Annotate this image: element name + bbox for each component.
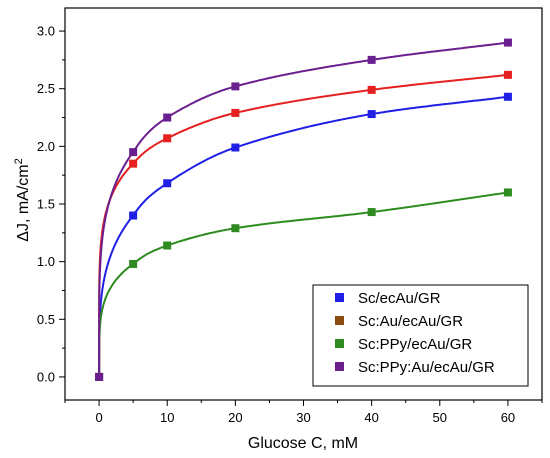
fit-curves [98, 41, 509, 377]
data-point-series-1 [163, 179, 172, 188]
legend-marker [335, 362, 344, 371]
data-point-series-4 [231, 82, 240, 91]
legend-marker [335, 293, 344, 302]
x-tick-label: 40 [364, 410, 378, 425]
y-axis-title-main: ΔJ, mA/cm [15, 164, 32, 241]
data-point-series-1 [129, 211, 138, 220]
legend-label: Sc:PPy:Au/ecAu/GR [358, 359, 495, 376]
x-tick-label: 0 [95, 410, 102, 425]
y-tick-label: 1.5 [37, 197, 55, 212]
y-tick-label: 0.0 [37, 369, 55, 384]
y-tick-label: 2.0 [37, 139, 55, 154]
y-tick-label: 3.0 [37, 24, 55, 39]
legend-label: Sc:PPy/ecAu/GR [358, 336, 472, 353]
data-point-series-2 [503, 70, 512, 79]
axis-ticks: 0 10 20 30 40 50 60 0.0 0.5 1.0 1.5 2.0 2.5 3.0 [37, 24, 543, 425]
x-tick-label: 10 [160, 410, 174, 425]
y-axis-title: ΔJ, mA/cm2 [13, 158, 32, 241]
fit-curve-series-4 [98, 41, 509, 377]
data-point-series-1 [367, 110, 376, 119]
data-point-series-3 [503, 188, 512, 197]
legend-marker [335, 339, 344, 348]
data-point-series-1 [231, 143, 240, 152]
data-point-series-3 [129, 259, 138, 268]
data-point-series-4 [129, 148, 138, 157]
data-point-series-4 [95, 372, 104, 381]
fit-curve-series-3 [98, 191, 509, 377]
x-axis-title: Glucose C, mM [248, 435, 358, 452]
x-tick-label: 50 [433, 410, 447, 425]
data-point-series-1 [503, 92, 512, 101]
data-point-series-4 [367, 55, 376, 64]
data-point-series-3 [367, 208, 376, 217]
data-points [95, 38, 512, 381]
legend: Sc/ecAu/GR Sc:Au/ecAu/GR Sc:PPy/ecAu/GR Sc:… [312, 284, 529, 387]
x-tick-label: 20 [228, 410, 242, 425]
x-tick-label: 60 [501, 410, 515, 425]
y-tick-label: 1.0 [37, 254, 55, 269]
data-point-series-3 [231, 224, 240, 233]
data-point-series-4 [163, 113, 172, 122]
y-tick-label: 0.5 [37, 312, 55, 327]
y-tick-label: 2.5 [37, 81, 55, 96]
data-point-series-2 [231, 108, 240, 117]
data-point-series-2 [367, 85, 376, 94]
legend-marker [335, 316, 344, 325]
legend-label: Sc/ecAu/GR [358, 290, 441, 307]
legend-box [312, 284, 529, 387]
data-point-series-3 [163, 241, 172, 250]
fit-curve-series-1 [98, 95, 509, 377]
data-point-series-4 [503, 38, 512, 47]
legend-label: Sc:Au/ecAu/GR [358, 313, 463, 330]
data-point-series-2 [163, 134, 172, 143]
x-tick-label: 30 [296, 410, 310, 425]
data-point-series-2 [129, 159, 138, 168]
y-axis-title-superscript: 2 [13, 158, 25, 164]
